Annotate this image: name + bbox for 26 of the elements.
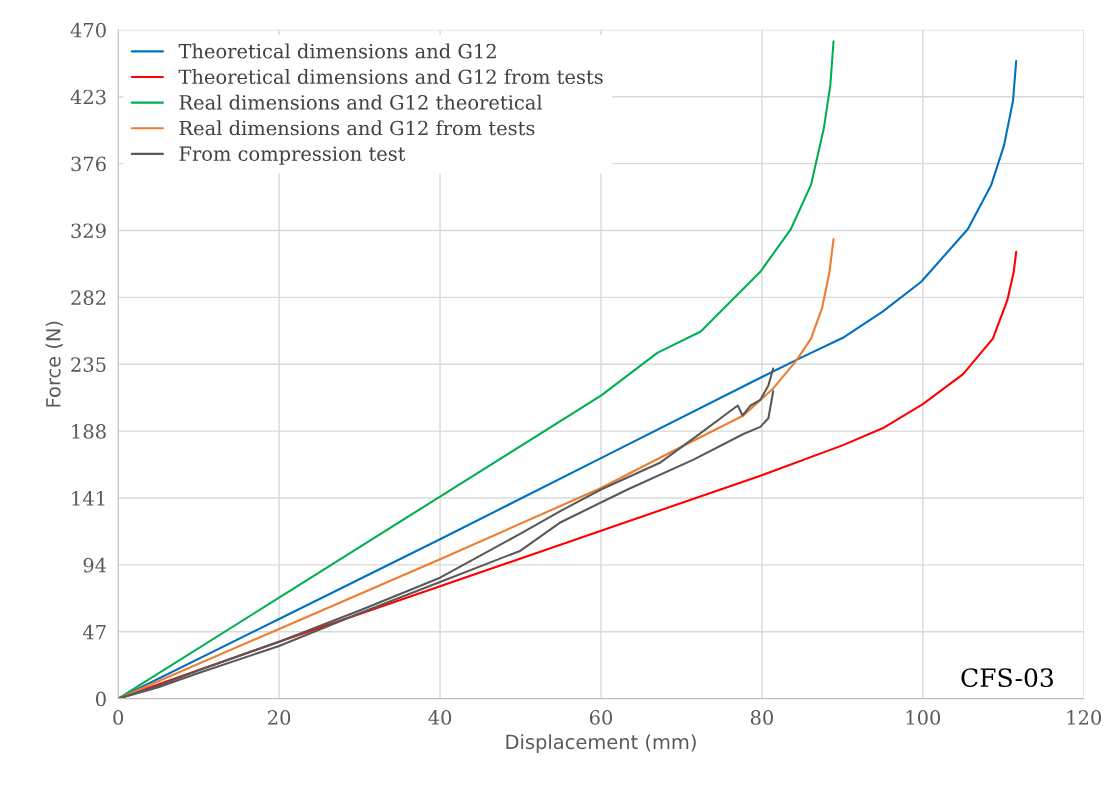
y-tick-label: 47 [82, 624, 106, 640]
y-tick-label: 188 [72, 424, 106, 439]
y-tick-label: 235 [71, 357, 106, 372]
y-tick-label: 376 [71, 156, 106, 172]
y-tick-label: 0 [95, 691, 106, 707]
x-tick-label: 120 [1067, 710, 1102, 725]
x-tick-label: 40 [428, 710, 452, 725]
legend-label: From compression test [179, 146, 406, 165]
legend-label: Theoretical dimensions and G12 from tests [178, 69, 603, 85]
x-axis-title: Displacement (mm) [506, 734, 696, 753]
legend-label: Real dimensions and G12 from tests [179, 120, 535, 136]
x-tick-label: 0 [113, 710, 124, 725]
x-tick-label: 80 [750, 710, 773, 725]
y-tick-label: 329 [71, 223, 106, 239]
legend-label: Real dimensions and G12 theoretical [179, 94, 543, 110]
x-tick-label: 20 [268, 710, 291, 725]
annotation: CFS-03 [961, 668, 1053, 688]
y-tick-label: 141 [72, 490, 105, 506]
y-axis-title: Force (N) [45, 321, 63, 407]
y-tick-label: 470 [70, 22, 106, 38]
x-tick-label: 60 [589, 710, 613, 725]
y-tick-label: 94 [83, 557, 107, 573]
x-tick-label: 100 [906, 710, 941, 725]
legend-label: Theoretical dimensions and G12 [178, 43, 496, 59]
y-tick-label: 423 [70, 89, 106, 105]
y-tick-label: 282 [71, 290, 106, 306]
